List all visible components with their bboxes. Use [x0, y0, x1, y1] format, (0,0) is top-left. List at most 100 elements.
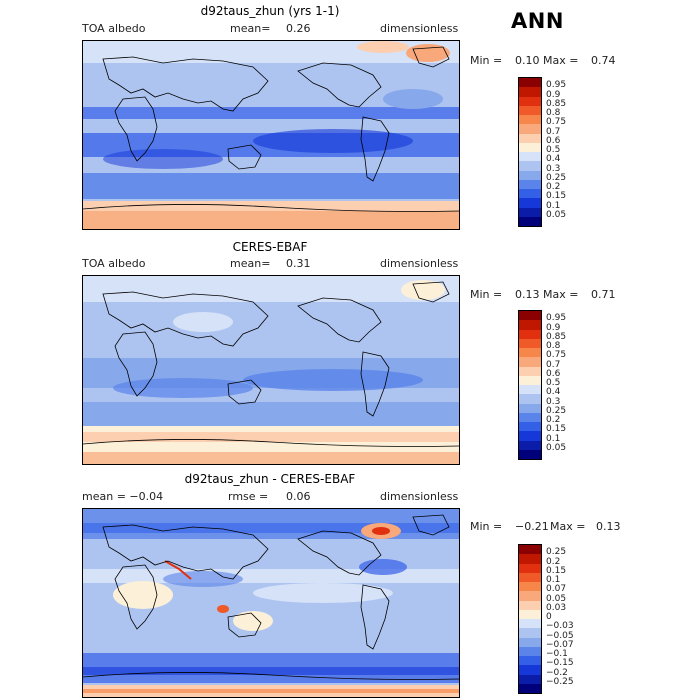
- colorbar-swatch: [519, 366, 541, 376]
- colorbar-level-label: 0.4: [546, 387, 561, 398]
- colorbar-level-label: 0.15: [546, 191, 567, 202]
- map-diff: [82, 508, 460, 698]
- colorbar-swatch: [519, 683, 541, 693]
- colorbar-level-label: 0.75: [546, 117, 567, 128]
- colorbar-swatch: [519, 422, 541, 432]
- variable-label: TOA albedo: [82, 257, 146, 270]
- colorbar-level-label: 0.1: [546, 433, 561, 444]
- min-value: 0.10: [515, 54, 540, 67]
- panel-title: d92taus_zhun - CERES-EBAF: [184, 472, 356, 486]
- colorbar: [518, 310, 542, 460]
- max-value: 0.13: [596, 520, 621, 533]
- colorbar-swatch: [519, 348, 541, 358]
- colorbar-level-label: 0.8: [546, 341, 561, 351]
- colorbar-swatch: [519, 449, 541, 459]
- season-label: ANN: [511, 9, 564, 33]
- colorbar-level-label: 0.85: [546, 331, 567, 342]
- colorbar-swatch: [519, 133, 541, 143]
- colorbar-swatch: [519, 115, 541, 125]
- colorbar-swatch: [519, 403, 541, 413]
- colorbar-level-label: 0.75: [546, 350, 567, 361]
- colorbar-level-label: 0.05: [546, 593, 567, 604]
- mean-key: mean=: [230, 257, 271, 270]
- colorbar-level-label: 0.25: [546, 172, 567, 183]
- colorbar-level-label: 0.95: [546, 80, 567, 91]
- colorbar-swatch: [519, 142, 541, 152]
- colorbar-level-label: 0.3: [546, 163, 561, 174]
- colorbar-level-label: 0.85: [546, 98, 567, 109]
- colorbar-swatch: [519, 105, 541, 115]
- colorbar-level-label: 0.03: [546, 602, 567, 613]
- colorbar-swatch: [519, 563, 541, 573]
- colorbar-level-label: −0.1: [546, 649, 568, 659]
- colorbar-swatch: [519, 545, 541, 555]
- max-label: Max =: [550, 520, 586, 533]
- colorbar-swatch: [519, 207, 541, 217]
- colorbar-swatch: [519, 216, 541, 226]
- units-label: dimensionless: [380, 22, 459, 35]
- colorbar-swatch: [519, 582, 541, 592]
- colorbar-swatch: [519, 637, 541, 647]
- colorbar-level-label: 0.2: [546, 556, 561, 567]
- colorbar-level-label: −0.05: [546, 630, 574, 641]
- mean-label: mean = −0.04: [82, 490, 164, 503]
- colorbar-swatch: [519, 357, 541, 367]
- max-label: Max =: [543, 288, 579, 301]
- colorbar-swatch: [519, 189, 541, 199]
- colorbar-swatch: [519, 329, 541, 339]
- colorbar: [518, 544, 542, 694]
- colorbar-swatch: [519, 78, 541, 88]
- colorbar-swatch: [519, 665, 541, 675]
- colorbar-swatch: [519, 628, 541, 638]
- units-label: dimensionless: [380, 257, 459, 270]
- colorbar-level-label: −0.25: [546, 676, 574, 687]
- colorbar-level-label: 0.07: [546, 584, 567, 595]
- colorbar-swatch: [519, 385, 541, 395]
- colorbar-level-label: 0.1: [546, 575, 561, 585]
- colorbar-swatch: [519, 431, 541, 441]
- colorbar-level-label: 0.15: [546, 424, 567, 435]
- colorbar: [518, 77, 542, 227]
- colorbar-swatch: [519, 656, 541, 666]
- colorbar-level-label: 0.8: [546, 108, 561, 118]
- colorbar-swatch: [519, 152, 541, 162]
- max-value: 0.71: [591, 288, 616, 301]
- max-label: Max =: [543, 54, 579, 67]
- colorbar-level-label: 0.15: [546, 565, 567, 576]
- max-value: 0.74: [591, 54, 616, 67]
- colorbar-level-label: −0.15: [546, 658, 574, 669]
- colorbar-swatch: [519, 198, 541, 208]
- colorbar-level-label: 0.6: [546, 368, 561, 379]
- units-label: dimensionless: [380, 490, 459, 503]
- colorbar-level-label: 0.05: [546, 209, 567, 220]
- min-value: −0.21: [515, 520, 549, 533]
- colorbar-swatch: [519, 87, 541, 97]
- colorbar-level-label: 0.7: [546, 359, 561, 370]
- colorbar-swatch: [519, 554, 541, 564]
- colorbar-level-label: 0.7: [546, 126, 561, 137]
- colorbar-swatch: [519, 170, 541, 180]
- panel-title: d92taus_zhun (yrs 1-1): [200, 4, 340, 18]
- min-label: Min =: [470, 288, 503, 301]
- colorbar-level-label: 0.6: [546, 135, 561, 146]
- colorbar-level-label: 0.2: [546, 182, 561, 192]
- map-obs: [82, 275, 460, 465]
- colorbar-swatch: [519, 412, 541, 422]
- min-label: Min =: [470, 54, 503, 67]
- colorbar-level-label: 0.1: [546, 200, 561, 211]
- colorbar-swatch: [519, 320, 541, 330]
- min-value: 0.13: [515, 288, 540, 301]
- colorbar-level-label: 0: [546, 612, 552, 622]
- colorbar-swatch: [519, 124, 541, 134]
- colorbar-swatch: [519, 394, 541, 404]
- map-model: [82, 40, 460, 230]
- colorbar-swatch: [519, 572, 541, 582]
- rmse-key: rmse =: [228, 490, 269, 503]
- colorbar-level-label: −0.03: [546, 621, 574, 632]
- colorbar-swatch: [519, 161, 541, 171]
- colorbar-swatch: [519, 96, 541, 106]
- colorbar-level-label: 0.3: [546, 396, 561, 407]
- panel-title: CERES-EBAF: [232, 240, 308, 254]
- colorbar-level-label: −0.2: [546, 667, 568, 678]
